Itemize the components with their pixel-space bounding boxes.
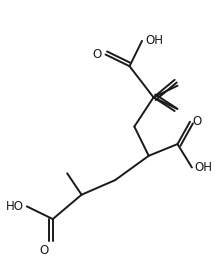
Text: OH: OH [145,34,163,47]
Text: O: O [193,115,202,128]
Text: O: O [40,244,49,257]
Text: O: O [92,48,102,61]
Text: OH: OH [195,161,213,174]
Text: HO: HO [6,200,24,213]
